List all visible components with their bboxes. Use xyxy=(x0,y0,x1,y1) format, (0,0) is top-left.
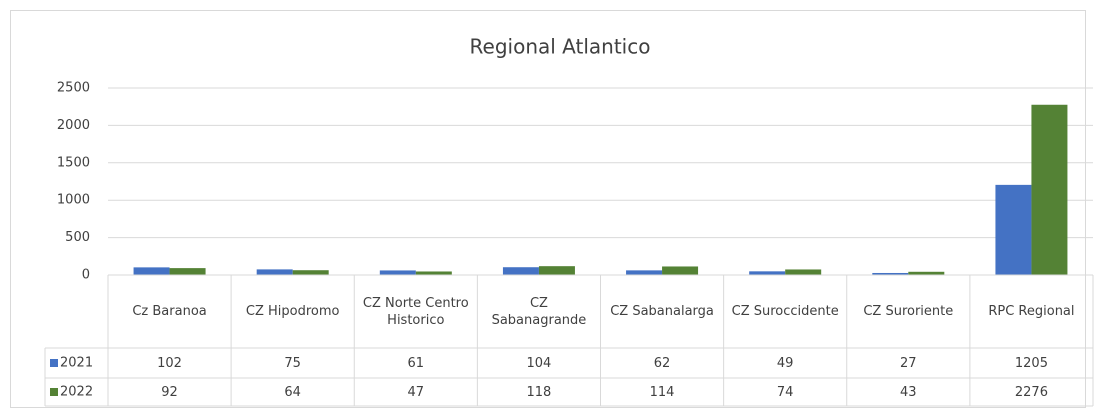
bar xyxy=(379,270,416,275)
bar xyxy=(502,267,539,275)
legend-key xyxy=(50,359,58,367)
table-value: 102 xyxy=(157,355,182,371)
bar xyxy=(749,271,786,275)
table-value: 61 xyxy=(407,355,425,371)
x-category-label: CZ Norte Centro Historico xyxy=(362,295,469,328)
table-value: 104 xyxy=(526,355,552,371)
table-value: 75 xyxy=(284,355,301,371)
x-category-label: CZ Sabanagrande xyxy=(491,295,587,328)
table-value: 62 xyxy=(653,355,671,371)
y-tick-label: 1500 xyxy=(57,155,90,170)
bar xyxy=(995,184,1032,275)
x-category-label: CZ Sabanalarga xyxy=(610,304,714,319)
y-tick-label: 2000 xyxy=(57,118,90,133)
x-category-label: Cz Baranoa xyxy=(132,304,207,319)
bar xyxy=(415,271,452,275)
bar xyxy=(872,272,909,275)
legend-key xyxy=(50,388,58,396)
legend-label: 2022 xyxy=(60,385,93,400)
y-tick-label: 1000 xyxy=(57,193,90,208)
y-tick-label: 2500 xyxy=(57,81,90,96)
bar xyxy=(169,268,206,275)
legend-label: 2021 xyxy=(60,356,93,371)
table-value: 114 xyxy=(649,384,675,400)
table-value: 27 xyxy=(900,355,917,371)
bar xyxy=(538,266,575,275)
bar xyxy=(662,266,699,275)
bar xyxy=(256,269,293,275)
bar xyxy=(626,270,663,275)
table-value: 118 xyxy=(526,384,552,400)
bar xyxy=(133,267,170,275)
x-category-label: CZ Hipodromo xyxy=(245,304,340,319)
table-value: 92 xyxy=(161,384,178,400)
table-value: 74 xyxy=(776,384,794,400)
x-category-label: CZ Suroccidente xyxy=(731,304,839,319)
table-value: 43 xyxy=(900,384,917,400)
bar xyxy=(785,269,822,275)
table-value: 49 xyxy=(776,355,794,371)
bar xyxy=(908,271,945,275)
bar xyxy=(1031,104,1068,275)
y-tick-label: 500 xyxy=(65,230,90,245)
chart-title: Regional Atlantico xyxy=(470,35,651,59)
bar xyxy=(292,270,329,275)
table-value: 47 xyxy=(407,384,425,400)
table-value: 2276 xyxy=(1014,384,1048,400)
x-category-label: RPC Regional xyxy=(988,304,1075,319)
table-value: 64 xyxy=(284,384,301,400)
x-category-label: CZ Suroriente xyxy=(863,304,954,319)
table-value: 1205 xyxy=(1014,355,1048,371)
chart-frame xyxy=(10,10,1086,408)
y-tick-label: 0 xyxy=(82,268,90,283)
